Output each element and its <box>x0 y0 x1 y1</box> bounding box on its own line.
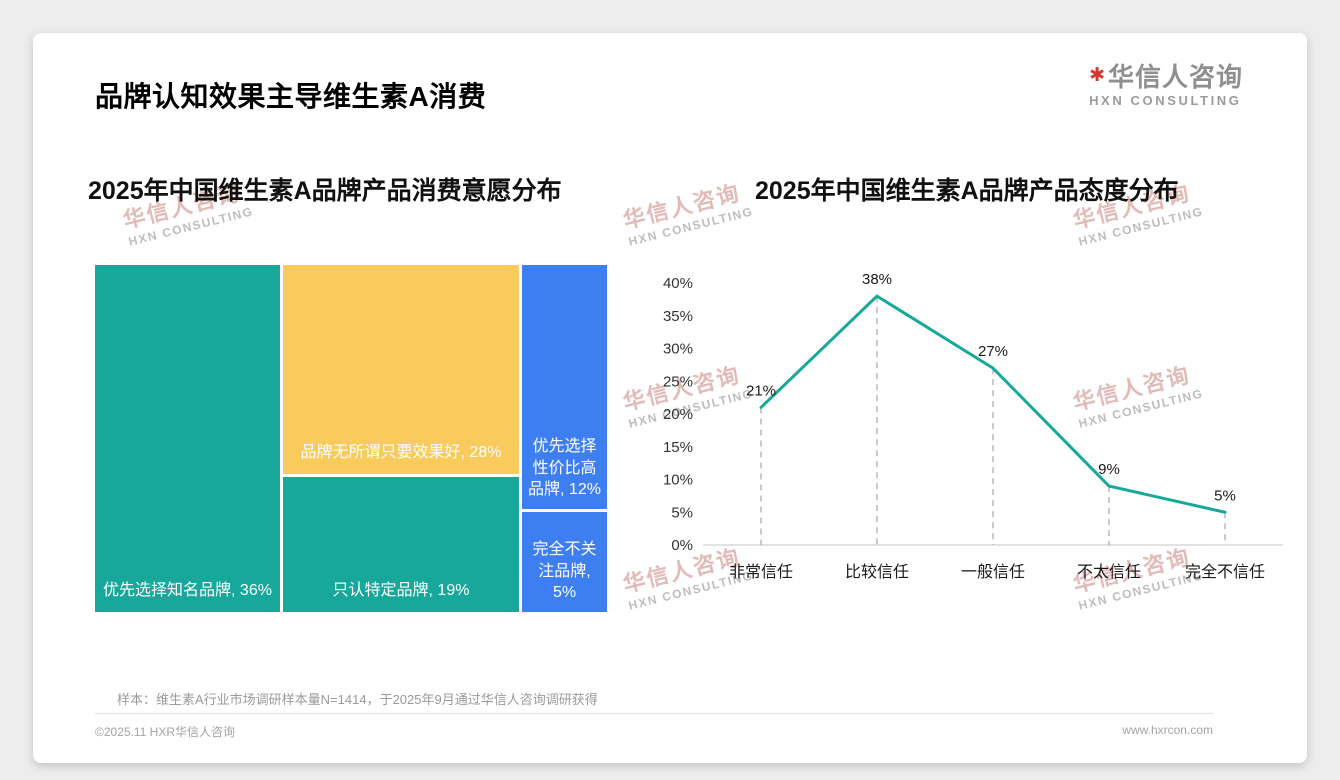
treemap-segment-label: 优先选择知名品牌, 36% <box>103 582 272 600</box>
watermark-text-cn: 华信人咨询 <box>620 179 744 234</box>
line-chart: 0% 5% 10% 15% 20% 25% 30% 35% 40% 21% 38% 27% 9% 5% 非常… <box>643 233 1303 613</box>
x-category-label: 不太信任 <box>1077 563 1141 581</box>
x-category-label: 非常信任 <box>729 563 793 581</box>
page-title: 品牌认知效果主导维生素A消费 <box>95 81 487 112</box>
treemap-segment-label: 完全不关注品牌, 5% <box>532 541 597 602</box>
watermark-text-en: HXN CONSULTING <box>127 204 255 249</box>
logo-asterisk-icon: ✱ <box>1089 65 1105 86</box>
footer-copyright: ©2025.11 HXR华信人咨询 <box>95 725 235 739</box>
treemap-segment-value-brand: 优先选择性价比高品牌, 12% <box>522 265 607 509</box>
line-chart-canvas: 0% 5% 10% 15% 20% 25% 30% 35% 40% 21% 38% 27% 9% 5% 非常… <box>663 271 1283 581</box>
treemap-segment-label: 优先选择性价比高品牌, 12% <box>528 438 601 499</box>
sample-note: 样本：维生素A行业市场调研样本量N=1414，于2025年9月通过华信人咨询调研… <box>117 692 598 707</box>
y-tick-label: 40% <box>663 275 693 292</box>
value-label: 21% <box>746 382 776 399</box>
y-tick-label: 25% <box>663 373 693 390</box>
logo-name-en: HXN CONSULTING <box>1089 92 1242 108</box>
treemap-segment-label: 品牌无所谓只要效果好, 28% <box>300 444 502 462</box>
treemap-segment-specific-brand: 只认特定品牌, 19% <box>283 477 519 612</box>
treemap-segment-no-attention: 完全不关注品牌, 5% <box>522 512 607 612</box>
y-tick-label: 0% <box>671 537 693 554</box>
y-tick-label: 10% <box>663 472 693 489</box>
y-tick-label: 30% <box>663 341 693 358</box>
x-category-label: 完全不信任 <box>1185 563 1265 581</box>
value-label: 38% <box>862 271 892 288</box>
value-label: 9% <box>1098 461 1120 478</box>
x-category-label: 一般信任 <box>961 563 1025 581</box>
y-tick-label: 15% <box>663 439 693 456</box>
treemap-segment-label: 只认特定品牌, 19% <box>332 582 470 600</box>
y-tick-label: 20% <box>663 406 693 423</box>
value-label: 5% <box>1214 487 1236 504</box>
line-chart-title: 2025年中国维生素A品牌产品态度分布 <box>755 177 1179 205</box>
y-tick-label: 35% <box>663 308 693 325</box>
treemap-chart: 优先选择知名品牌, 36% 品牌无所谓只要效果好, 28% 只认特定品牌, 19… <box>95 265 607 612</box>
footer-website: www.hxrcon.com <box>1122 723 1213 737</box>
slide-card: 品牌认知效果主导维生素A消费 ✱ 华信人咨询 HXN CONSULTING 20… <box>33 33 1307 763</box>
value-label: 27% <box>978 343 1008 360</box>
treemap-segment-effect-first: 品牌无所谓只要效果好, 28% <box>283 265 519 474</box>
x-category-label: 比较信任 <box>845 563 909 581</box>
brand-logo: ✱ 华信人咨询 HXN CONSULTING <box>1089 63 1243 108</box>
footer: ©2025.11 HXR华信人咨询 www.hxrcon.com <box>95 713 1213 740</box>
logo-name-cn: 华信人咨询 <box>1107 62 1243 92</box>
treemap-chart-title: 2025年中国维生素A品牌产品消费意愿分布 <box>88 177 562 205</box>
y-tick-label: 5% <box>671 504 693 521</box>
line-series <box>759 294 1227 514</box>
treemap-segment-known-brand: 优先选择知名品牌, 36% <box>95 265 280 612</box>
